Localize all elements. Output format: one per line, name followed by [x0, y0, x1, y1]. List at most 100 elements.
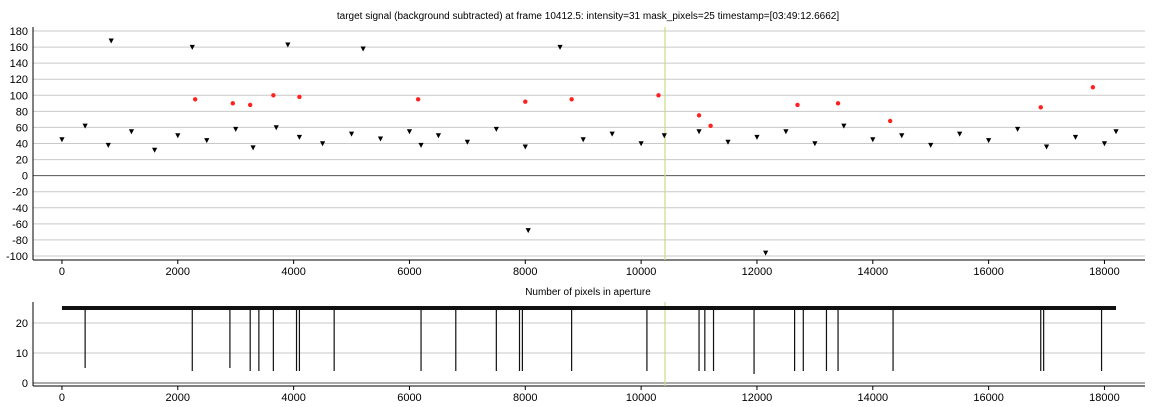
data-point	[638, 141, 644, 147]
x-tick-label: 14000	[857, 392, 888, 404]
highlight-point	[192, 97, 198, 102]
highlight-point	[708, 123, 713, 129]
data-point	[1072, 134, 1079, 140]
y-tick-label: -100	[6, 251, 28, 263]
data-point	[464, 139, 470, 145]
data-point	[1113, 129, 1119, 135]
x-tick-label: 10000	[626, 392, 657, 404]
highlight-point	[835, 101, 841, 106]
data-point	[899, 133, 905, 139]
highlight-point	[887, 118, 893, 124]
y-tick-label: 20	[16, 318, 28, 330]
x-tick-label: 0	[59, 266, 65, 278]
data-point	[319, 141, 326, 147]
y-tick-label: 20	[16, 155, 28, 167]
highlight-point	[230, 101, 236, 106]
top-chart-title: target signal (background subtracted) at…	[337, 11, 839, 22]
y-tick-label: 0	[22, 171, 28, 183]
y-tick-label: 10	[16, 348, 28, 360]
x-tick-label: 12000	[742, 266, 773, 278]
data-point	[128, 129, 135, 135]
data-point	[986, 138, 992, 144]
data-point	[377, 136, 384, 142]
x-tick-label: 2000	[166, 392, 190, 404]
top-panel: target signal (background subtracted) at…	[6, 11, 1145, 278]
data-point	[928, 142, 934, 148]
x-tick-label: 18000	[1089, 392, 1120, 404]
x-tick-label: 18000	[1089, 266, 1120, 278]
x-tick-label: 0	[59, 392, 65, 404]
data-point	[273, 125, 279, 131]
data-point	[841, 123, 847, 129]
data-point	[754, 134, 760, 140]
highlight-point	[569, 97, 574, 102]
y-tick-label: 40	[16, 139, 28, 151]
x-tick-label: 16000	[973, 392, 1004, 404]
data-point	[1101, 141, 1108, 147]
highlight-point	[1038, 105, 1043, 110]
data-point	[82, 123, 88, 129]
data-point	[1043, 144, 1050, 150]
data-point	[348, 131, 355, 137]
x-tick-label: 16000	[973, 266, 1004, 278]
y-tick-label: 100	[10, 90, 28, 102]
bottom-panel: Number of pixels in aperture 0 10 20 0 2000 4…	[16, 287, 1145, 404]
data-point	[360, 46, 366, 52]
x-tick-label: 4000	[281, 392, 305, 404]
y-tick-label: 180	[10, 26, 28, 38]
top-axes	[32, 27, 1145, 261]
data-point	[870, 137, 876, 143]
y-tick-label: 120	[10, 74, 28, 86]
x-tick-label: 14000	[857, 266, 888, 278]
top-data-points	[59, 38, 1119, 256]
data-point	[522, 144, 528, 150]
data-point	[296, 134, 303, 140]
data-point	[152, 147, 158, 153]
data-point	[204, 138, 210, 144]
data-point	[957, 131, 963, 137]
highlight-point	[795, 102, 800, 108]
bottom-axes	[32, 302, 1145, 387]
y-tick-label: 140	[10, 58, 28, 70]
y-tick-label: 160	[10, 42, 28, 54]
data-point	[725, 139, 731, 145]
top-grid: -100 -80 -60 -40 -20 0 20 40 60 80 100 120 140 160 180…	[6, 26, 1145, 278]
data-point	[696, 129, 702, 135]
highlight-point	[297, 94, 302, 100]
data-point	[435, 133, 442, 139]
x-tick-label: 6000	[397, 392, 421, 404]
data-point	[557, 44, 563, 50]
y-tick-label: -40	[12, 203, 28, 215]
highlight-point	[523, 99, 528, 104]
y-tick-label: 0	[22, 378, 28, 390]
x-tick-label: 10000	[626, 266, 657, 278]
data-point	[250, 145, 256, 151]
x-tick-label: 12000	[742, 392, 773, 404]
x-tick-label: 8000	[513, 266, 537, 278]
highlight-point	[656, 93, 661, 98]
data-point	[609, 131, 615, 137]
bottom-chart-title: Number of pixels in aperture	[525, 287, 651, 298]
data-point	[406, 129, 413, 135]
bottom-data-marks	[61, 306, 1117, 374]
data-point	[108, 38, 114, 44]
x-tick-label: 2000	[166, 266, 190, 278]
bottom-grid: 0 10 20 0 2000 4000 6000 8000 10000 12000 14000 160…	[16, 318, 1145, 404]
x-tick-label: 8000	[513, 392, 537, 404]
data-point	[493, 126, 499, 132]
data-point	[59, 137, 65, 143]
data-point	[1014, 126, 1021, 132]
y-tick-label: 60	[16, 122, 28, 134]
y-tick-label: -80	[12, 235, 28, 247]
highlight-point	[1090, 85, 1096, 90]
data-point	[285, 42, 291, 48]
y-tick-label: -20	[12, 187, 28, 199]
data-point	[189, 44, 195, 50]
highlight-point	[247, 102, 253, 108]
data-point	[812, 141, 818, 147]
data-point	[763, 250, 769, 256]
highlight-point	[415, 97, 421, 102]
data-point	[525, 228, 531, 234]
data-point	[661, 133, 667, 139]
